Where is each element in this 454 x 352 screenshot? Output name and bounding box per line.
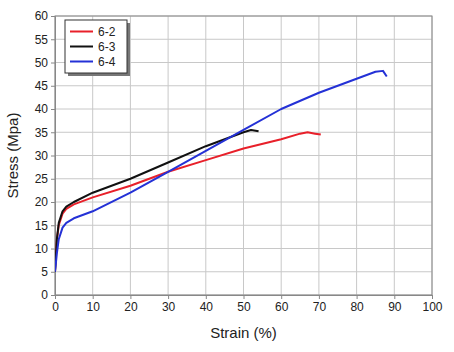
x-tick-mark (130, 295, 131, 299)
x-tick: 100 (422, 295, 442, 314)
y-tick-label: 20 (35, 195, 49, 209)
series-line (55, 130, 259, 272)
x-tick-label: 80 (350, 300, 364, 314)
x-tick: 80 (350, 295, 364, 314)
y-tick-mark (51, 249, 55, 250)
y-tick: 0 (41, 288, 55, 302)
x-tick: 20 (124, 295, 138, 314)
x-tick-mark (93, 295, 94, 299)
plot: 0 10 20 30 40 50 60 70 80 90 100 0 5 10 15 20 25 30 35 40 45… (35, 9, 443, 313)
legend-swatch (70, 31, 93, 33)
y-tick-mark (51, 86, 55, 87)
y-tick: 10 (35, 242, 55, 256)
legend-swatch (70, 46, 93, 48)
y-tick-mark (51, 295, 55, 296)
x-tick-mark (432, 295, 433, 299)
grid-line (55, 178, 432, 179)
y-tick-label: 60 (35, 9, 49, 23)
y-tick-mark (51, 16, 55, 17)
x-tick: 0 (52, 295, 59, 314)
x-tick-mark (168, 295, 169, 299)
y-tick: 55 (35, 33, 55, 47)
grid-line (55, 248, 432, 249)
x-tick-label: 40 (200, 300, 214, 314)
y-tick: 40 (35, 102, 55, 116)
y-tick-mark (51, 132, 55, 133)
lines (55, 71, 387, 272)
y-tick: 20 (35, 195, 55, 209)
y-tick-mark (51, 225, 55, 226)
x-tick-label: 0 (52, 300, 59, 314)
y-tick-mark (51, 179, 55, 180)
y-tick-mark (51, 272, 55, 273)
y-axis: 0 5 10 15 20 25 30 35 40 45 50 55 60 (35, 9, 56, 302)
legend-box (65, 20, 127, 73)
x-tick-label: 10 (87, 300, 101, 314)
y-tick-mark (51, 39, 55, 40)
x-tick: 70 (313, 295, 327, 314)
legend-swatch (70, 61, 93, 63)
y-tick: 60 (35, 9, 55, 23)
y-tick-mark (51, 202, 55, 203)
grid (55, 16, 432, 295)
series-line (55, 71, 387, 272)
y-tick: 35 (35, 126, 55, 140)
y-tick-label: 45 (35, 79, 49, 93)
x-tick-mark (394, 295, 395, 299)
grid-line (55, 155, 432, 156)
y-tick-label: 40 (35, 102, 49, 116)
y-tick-label: 25 (35, 172, 49, 186)
x-tick: 10 (87, 295, 101, 314)
x-tick: 60 (275, 295, 289, 314)
legend-label: 6-3 (98, 40, 116, 54)
x-tick-mark (206, 295, 207, 299)
y-tick-mark (51, 156, 55, 157)
x-tick-label: 90 (388, 300, 402, 314)
x-tick-mark (244, 295, 245, 299)
y-tick: 25 (35, 172, 55, 186)
legend-label: 6-4 (98, 55, 116, 69)
x-tick: 30 (162, 295, 176, 314)
y-tick-mark (51, 63, 55, 64)
y-tick: 45 (35, 79, 55, 93)
y-tick: 30 (35, 149, 55, 163)
y-tick-label: 50 (35, 56, 49, 70)
x-tick-label: 20 (124, 300, 138, 314)
x-tick-label: 70 (313, 300, 327, 314)
x-tick-label: 100 (422, 300, 442, 314)
plot-frame (55, 16, 432, 295)
x-tick: 50 (237, 295, 251, 314)
x-tick: 90 (388, 295, 402, 314)
x-tick-mark (281, 295, 282, 299)
x-tick-label: 50 (237, 300, 251, 314)
y-tick: 15 (35, 219, 55, 233)
y-tick-label: 30 (35, 149, 49, 163)
y-tick-mark (51, 109, 55, 110)
grid-line (55, 271, 432, 272)
x-axis-title: Strain (%) (210, 324, 277, 341)
x-tick-label: 30 (162, 300, 176, 314)
grid-line (55, 225, 432, 226)
y-tick-label: 15 (35, 219, 49, 233)
x-tick-label: 60 (275, 300, 289, 314)
legend-label: 6-2 (98, 25, 116, 39)
x-tick-mark (357, 295, 358, 299)
legend: 6-26-36-4 (65, 20, 130, 76)
x-tick-mark (319, 295, 320, 299)
x-axis-line (56, 296, 433, 300)
y-tick-label: 35 (35, 126, 49, 140)
y-tick-label: 55 (35, 33, 49, 47)
y-tick-label: 5 (41, 265, 48, 279)
y-tick-label: 0 (41, 288, 48, 302)
grid-line (55, 85, 432, 86)
x-tick: 40 (200, 295, 214, 314)
y-tick: 5 (41, 265, 55, 279)
grid-line (55, 109, 432, 110)
chart: 0 10 20 30 40 50 60 70 80 90 100 0 5 10 15 20 25 30 35 40 45… (0, 0, 454, 352)
y-axis-line (51, 17, 56, 296)
y-axis-title: Stress (Mpa) (4, 113, 21, 199)
x-axis: 0 10 20 30 40 50 60 70 80 90 100 (52, 295, 443, 314)
y-tick-label: 10 (35, 242, 49, 256)
y-tick: 50 (35, 56, 55, 70)
